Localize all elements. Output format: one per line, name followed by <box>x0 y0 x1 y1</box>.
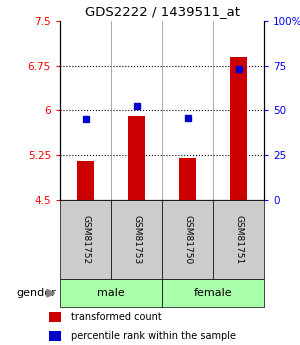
Bar <box>60 279 162 307</box>
Text: percentile rank within the sample: percentile rank within the sample <box>71 331 236 341</box>
Text: male: male <box>97 288 125 298</box>
Text: GSM81751: GSM81751 <box>234 215 243 264</box>
Bar <box>50 312 61 322</box>
Bar <box>162 279 264 307</box>
Text: gender: gender <box>16 288 56 298</box>
Bar <box>178 158 196 200</box>
Bar <box>60 200 111 279</box>
Bar <box>76 161 94 200</box>
Text: GSM81753: GSM81753 <box>132 215 141 264</box>
Bar <box>50 331 61 341</box>
Bar <box>111 200 162 279</box>
Title: GDS2222 / 1439511_at: GDS2222 / 1439511_at <box>85 5 239 18</box>
Bar <box>230 57 247 200</box>
Bar <box>213 200 264 279</box>
Text: GSM81750: GSM81750 <box>183 215 192 264</box>
Text: transformed count: transformed count <box>71 312 162 322</box>
Text: female: female <box>194 288 232 298</box>
Bar <box>162 200 213 279</box>
Bar <box>128 116 146 200</box>
Text: GSM81752: GSM81752 <box>81 215 90 264</box>
